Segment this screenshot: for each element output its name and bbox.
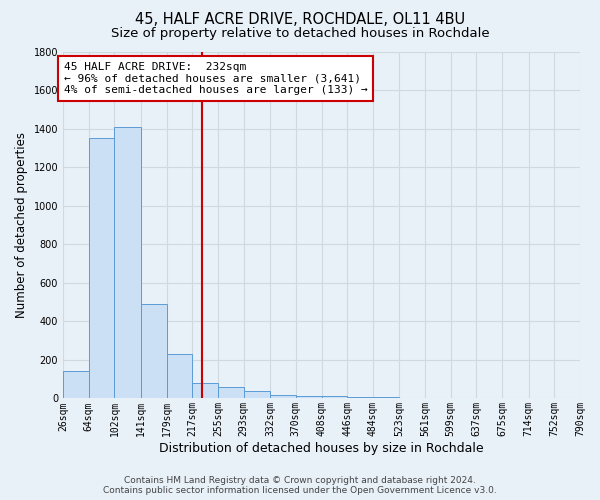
Bar [218, 387, 244, 398]
Bar [167, 354, 192, 399]
Bar [347, 397, 373, 398]
Bar [296, 396, 322, 398]
Bar [270, 394, 296, 398]
Text: Contains HM Land Registry data © Crown copyright and database right 2024.
Contai: Contains HM Land Registry data © Crown c… [103, 476, 497, 495]
Bar [192, 383, 218, 398]
Bar [322, 396, 347, 398]
Text: Size of property relative to detached houses in Rochdale: Size of property relative to detached ho… [110, 28, 490, 40]
Bar [115, 126, 141, 398]
Text: 45, HALF ACRE DRIVE, ROCHDALE, OL11 4BU: 45, HALF ACRE DRIVE, ROCHDALE, OL11 4BU [135, 12, 465, 28]
Bar [244, 390, 270, 398]
Y-axis label: Number of detached properties: Number of detached properties [15, 132, 28, 318]
X-axis label: Distribution of detached houses by size in Rochdale: Distribution of detached houses by size … [159, 442, 484, 455]
Bar [89, 138, 115, 398]
Bar [63, 372, 89, 398]
Bar [141, 304, 167, 398]
Text: 45 HALF ACRE DRIVE:  232sqm
← 96% of detached houses are smaller (3,641)
4% of s: 45 HALF ACRE DRIVE: 232sqm ← 96% of deta… [64, 62, 367, 95]
